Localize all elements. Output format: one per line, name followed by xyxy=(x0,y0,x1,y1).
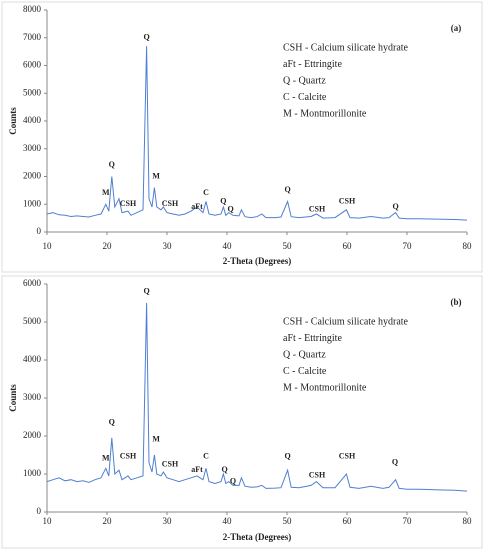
peak-label: Q xyxy=(221,465,227,474)
x-tick-label: 70 xyxy=(403,241,413,251)
y-tick-label: 6000 xyxy=(23,278,42,288)
peak-label: M xyxy=(152,171,160,180)
legend-text: Q - Quartz xyxy=(283,349,326,360)
peak-label: aFt xyxy=(191,465,203,474)
x-tick-label: 40 xyxy=(223,241,233,251)
legend-text: M - Montmorillonite xyxy=(283,382,367,393)
peak-label: Q xyxy=(109,160,115,169)
y-tick-label: 3000 xyxy=(23,392,42,402)
x-tick-label: 40 xyxy=(223,516,233,526)
x-tick-label: 30 xyxy=(163,241,173,251)
xrd-line xyxy=(46,46,468,221)
y-tick-label: 5000 xyxy=(23,316,42,326)
peak-label: CSH xyxy=(309,471,326,480)
legend-text: C - Calcite xyxy=(283,366,327,377)
x-axis-label: 2-Theta (Degrees) xyxy=(223,256,292,266)
legend-text: aFt - Ettringite xyxy=(283,333,342,344)
peak-label: Q xyxy=(392,457,398,466)
x-tick-label: 80 xyxy=(463,516,473,526)
x-axis-label: 2-Theta (Degrees) xyxy=(223,532,292,542)
y-tick-label: 5000 xyxy=(23,87,42,97)
x-tick-label: 20 xyxy=(103,516,113,526)
legend-text: C - Calcite xyxy=(283,92,327,103)
legend-text: aFt - Ettringite xyxy=(283,59,342,70)
y-tick-label: 2000 xyxy=(23,171,42,181)
xrd-line xyxy=(46,302,468,492)
peak-label: Q xyxy=(284,185,290,194)
x-tick-label: 80 xyxy=(463,241,473,251)
peak-label: Q xyxy=(220,196,226,205)
legend-text: CSH - Calcium silicate hydrate xyxy=(283,316,409,327)
x-tick-label: 50 xyxy=(283,241,293,251)
x-tick-label: 10 xyxy=(43,241,53,251)
y-tick-label: 6000 xyxy=(23,60,42,70)
peak-label: Q xyxy=(392,202,398,211)
y-tick-label: 8000 xyxy=(23,4,42,14)
x-tick-label: 60 xyxy=(343,516,353,526)
peak-label: CSH xyxy=(162,199,179,208)
y-tick-label: 0 xyxy=(37,506,42,516)
peak-label: Q xyxy=(284,452,290,461)
y-axis-label: Counts xyxy=(8,384,18,412)
x-tick-label: 30 xyxy=(163,516,173,526)
legend-text: M - Montmorillonite xyxy=(283,108,367,119)
panel-frame xyxy=(1,275,483,549)
x-tick-label: 20 xyxy=(103,241,113,251)
y-axis-label: Counts xyxy=(8,107,18,135)
peak-label: Q xyxy=(143,33,149,42)
y-tick-label: 1000 xyxy=(23,468,42,478)
peak-label: CSH xyxy=(120,199,137,208)
y-tick-label: 4000 xyxy=(23,354,42,364)
peak-label: M xyxy=(152,435,160,444)
peak-label: Q xyxy=(230,476,236,485)
panel-label: (b) xyxy=(451,297,462,307)
y-tick-label: 1000 xyxy=(23,198,42,208)
peak-label: Q xyxy=(109,418,115,427)
legend-text: CSH - Calcium silicate hydrate xyxy=(283,42,409,53)
peak-label: CSH xyxy=(339,196,356,205)
x-tick-label: 60 xyxy=(343,241,353,251)
x-tick-label: 10 xyxy=(43,516,53,526)
peak-label: CSH xyxy=(162,459,179,468)
peak-label: CSH xyxy=(309,205,326,214)
x-tick-label: 70 xyxy=(403,516,413,526)
peak-label: CSH xyxy=(339,452,356,461)
peak-label: aFt xyxy=(191,202,203,211)
peak-label: C xyxy=(203,188,209,197)
y-tick-label: 7000 xyxy=(23,32,42,42)
peak-label: Q xyxy=(227,205,233,214)
y-tick-label: 3000 xyxy=(23,143,42,153)
peak-label: CSH xyxy=(120,452,137,461)
y-tick-label: 0 xyxy=(37,226,42,236)
legend-text: Q - Quartz xyxy=(283,75,326,86)
panel-frame xyxy=(1,1,483,273)
peak-label: M xyxy=(102,454,110,463)
panel-label: (a) xyxy=(451,23,462,33)
x-tick-label: 50 xyxy=(283,516,293,526)
peak-label: Q xyxy=(143,286,149,295)
y-tick-label: 2000 xyxy=(23,430,42,440)
peak-label: M xyxy=(102,188,110,197)
peak-label: C xyxy=(203,452,209,461)
y-tick-label: 4000 xyxy=(23,115,42,125)
